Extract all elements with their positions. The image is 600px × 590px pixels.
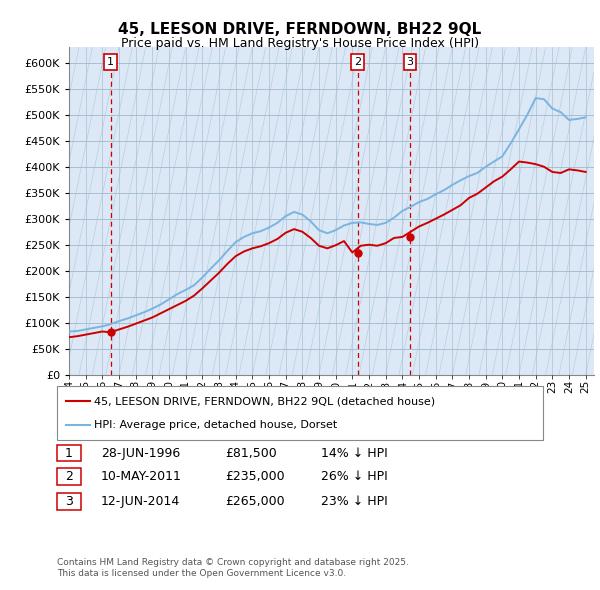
Text: 1: 1: [107, 57, 114, 67]
Text: 45, LEESON DRIVE, FERNDOWN, BH22 9QL (detached house): 45, LEESON DRIVE, FERNDOWN, BH22 9QL (de…: [94, 396, 436, 407]
Text: 1: 1: [65, 447, 73, 460]
Text: 12-JUN-2014: 12-JUN-2014: [101, 495, 180, 508]
Text: £265,000: £265,000: [225, 495, 284, 508]
Text: 23% ↓ HPI: 23% ↓ HPI: [321, 495, 388, 508]
Text: Price paid vs. HM Land Registry's House Price Index (HPI): Price paid vs. HM Land Registry's House …: [121, 37, 479, 50]
Text: 2: 2: [65, 470, 73, 483]
Text: HPI: Average price, detached house, Dorset: HPI: Average price, detached house, Dors…: [94, 419, 337, 430]
Text: This data is licensed under the Open Government Licence v3.0.: This data is licensed under the Open Gov…: [57, 569, 346, 578]
Text: 14% ↓ HPI: 14% ↓ HPI: [321, 447, 388, 460]
Text: 2: 2: [354, 57, 361, 67]
Text: 26% ↓ HPI: 26% ↓ HPI: [321, 470, 388, 483]
Text: £235,000: £235,000: [225, 470, 284, 483]
Text: 3: 3: [406, 57, 413, 67]
Text: 45, LEESON DRIVE, FERNDOWN, BH22 9QL: 45, LEESON DRIVE, FERNDOWN, BH22 9QL: [118, 22, 482, 37]
Text: Contains HM Land Registry data © Crown copyright and database right 2025.: Contains HM Land Registry data © Crown c…: [57, 558, 409, 566]
Text: 3: 3: [65, 495, 73, 508]
Text: 10-MAY-2011: 10-MAY-2011: [101, 470, 182, 483]
Text: 28-JUN-1996: 28-JUN-1996: [101, 447, 180, 460]
Text: £81,500: £81,500: [225, 447, 277, 460]
